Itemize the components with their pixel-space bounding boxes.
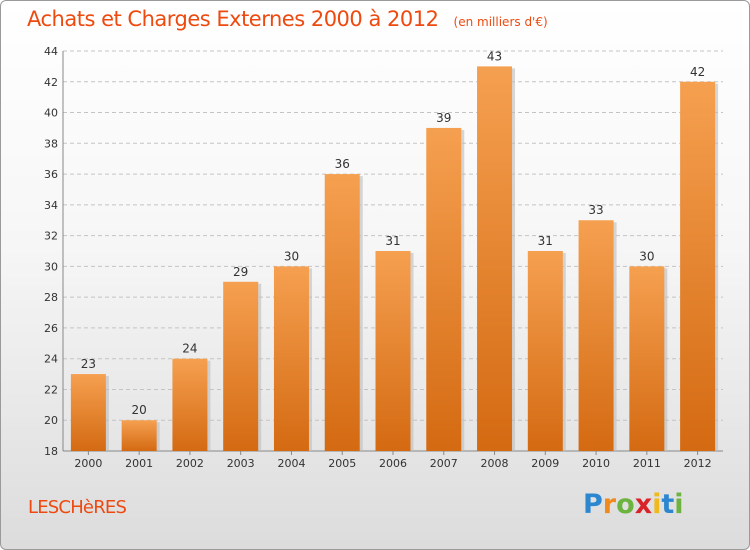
x-tick-label: 2001 [125, 457, 153, 470]
bar-value-label: 23 [81, 357, 96, 371]
y-tick-label: 34 [44, 199, 58, 212]
commune-name: LESCHèRES [28, 497, 127, 518]
x-tick-label: 2003 [227, 457, 255, 470]
x-tick-label: 2012 [684, 457, 712, 470]
bar-value-label: 43 [487, 49, 502, 63]
y-tick-label: 28 [44, 291, 58, 304]
x-tick-label: 2008 [481, 457, 509, 470]
bar [578, 220, 614, 451]
bar [172, 358, 208, 451]
bar [70, 374, 106, 451]
bar [121, 420, 157, 451]
bar-value-label: 29 [233, 265, 248, 279]
y-tick-label: 22 [44, 383, 58, 396]
logo-letter: i [652, 489, 662, 520]
chart-title-block: Achats et Charges Externes 2000 à 2012 (… [27, 7, 548, 31]
bar-value-label: 24 [182, 342, 197, 356]
x-tick-label: 2011 [633, 457, 661, 470]
bar-value-label: 31 [538, 234, 553, 248]
x-tick-label: 2009 [531, 457, 559, 470]
x-tick-label: 2004 [277, 457, 305, 470]
y-tick-label: 20 [44, 414, 58, 427]
bar [375, 251, 411, 451]
logo-letter: P [583, 489, 603, 520]
bar-value-label: 20 [132, 403, 147, 417]
y-tick-label: 30 [44, 260, 58, 273]
logo-letter: x [634, 489, 653, 520]
bar [629, 266, 665, 451]
y-tick-label: 38 [44, 137, 58, 150]
bar-value-label: 33 [588, 203, 603, 217]
bar [426, 127, 462, 451]
chart-unit: (en milliers d'€) [453, 15, 548, 29]
bar [324, 174, 360, 452]
bar [223, 281, 259, 451]
bar-value-label: 30 [284, 249, 299, 263]
x-tick-label: 2006 [379, 457, 407, 470]
logo-letter: r [602, 489, 617, 520]
bar [680, 81, 716, 452]
bar-value-label: 42 [690, 65, 705, 79]
bar [477, 66, 513, 451]
x-tick-label: 2005 [328, 457, 356, 470]
bar [273, 266, 309, 451]
x-tick-label: 2007 [430, 457, 458, 470]
bar-value-label: 39 [436, 111, 451, 125]
bar-value-label: 36 [335, 157, 350, 171]
logo-letter: i [674, 489, 684, 520]
logo-letter: t [661, 489, 675, 520]
x-tick-label: 2010 [582, 457, 610, 470]
chart-title: Achats et Charges Externes 2000 à 2012 [27, 7, 439, 31]
bar-value-label: 31 [385, 234, 400, 248]
y-tick-label: 42 [44, 76, 58, 89]
y-tick-label: 24 [44, 353, 58, 366]
logo-letter: o [616, 489, 635, 520]
x-tick-label: 2002 [176, 457, 204, 470]
y-tick-label: 18 [44, 445, 58, 458]
y-tick-label: 26 [44, 322, 58, 335]
x-tick-label: 2000 [74, 457, 102, 470]
bar [527, 251, 563, 451]
proxiti-logo: Proxiti [583, 489, 684, 520]
bar-value-label: 30 [639, 249, 654, 263]
y-tick-label: 44 [44, 45, 58, 58]
y-tick-label: 36 [44, 168, 58, 181]
y-tick-label: 40 [44, 107, 58, 120]
y-tick-label: 32 [44, 230, 58, 243]
